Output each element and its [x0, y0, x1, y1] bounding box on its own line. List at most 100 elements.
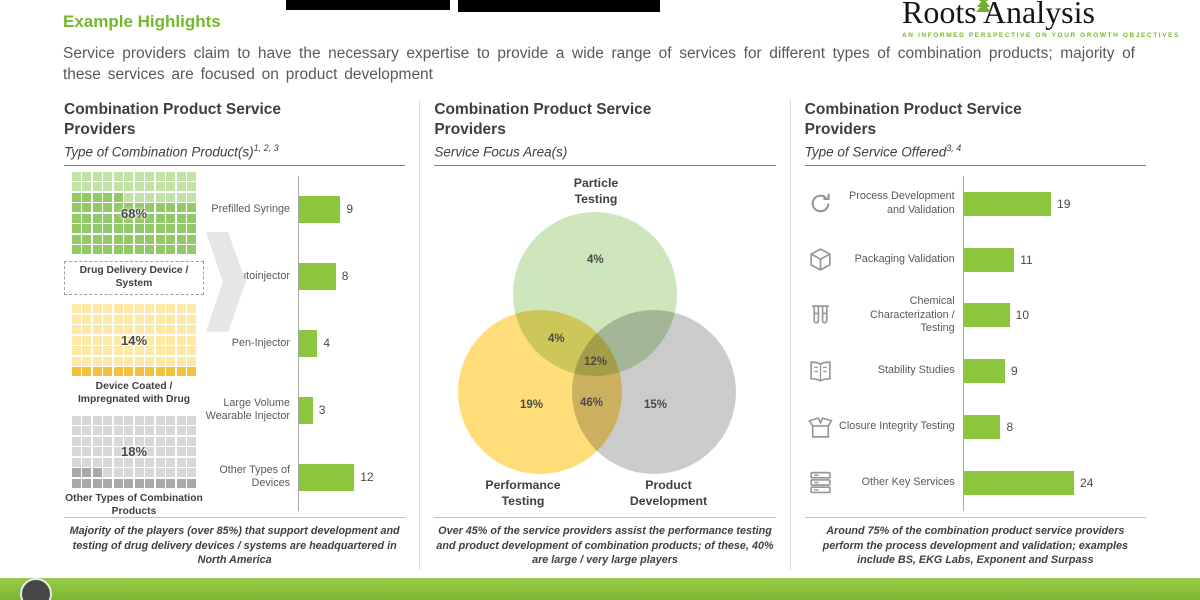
footnote-refs: 1, 2, 3: [253, 143, 279, 154]
footer-green-bar: [0, 578, 1200, 600]
slide-subtitle: Service providers claim to have the nece…: [63, 45, 1135, 84]
cropped-artifact-bar: [286, 0, 450, 10]
panel-subtitle-text: Type of Service Offered: [804, 144, 947, 160]
waffle-cell: [145, 367, 155, 376]
waffle-cell: [166, 468, 176, 478]
waffle-cell: [145, 213, 155, 223]
waffle-cell: [82, 203, 92, 213]
waffle-cell: [82, 234, 92, 244]
waffle-cell: [92, 182, 102, 192]
waffle-cell: [113, 192, 123, 202]
waffle-cell: [134, 234, 144, 244]
test-tubes-icon: [805, 303, 837, 328]
bar: [963, 191, 1052, 216]
waffle-cell: [103, 478, 113, 488]
waffle-cell: [82, 325, 92, 334]
logo-tagline: AN INFORMED PERSPECTIVE ON YOUR GROWTH O…: [902, 32, 1180, 39]
panel-heading: Combination Product Service Providers: [64, 101, 282, 139]
waffle-cell: [187, 224, 197, 234]
waffle-cell: [134, 457, 144, 467]
waffle-cell: [134, 415, 144, 425]
bar: [299, 463, 355, 491]
waffle-cell: [145, 426, 155, 436]
waffle-cell: [176, 447, 186, 457]
footnote-refs: 3, 4: [946, 143, 962, 154]
bar-value: 9: [1011, 364, 1018, 379]
services-bar-chart: Process Development and Validation 19 Pack…: [805, 172, 1146, 519]
waffle-cell: [155, 245, 165, 255]
waffle-cell: [103, 356, 113, 366]
waffle-cell: [92, 314, 102, 324]
waffle-cell: [92, 335, 102, 345]
waffle-cell: [134, 245, 144, 255]
bar-category-label: Other Types of Devices: [219, 463, 290, 490]
waffle-cell: [71, 367, 81, 376]
waffle-cell: [92, 346, 102, 355]
waffle-cell: [187, 367, 197, 376]
waffle-cell: [187, 335, 197, 345]
panel-heading: Combination Product Service Providers: [434, 101, 652, 139]
waffle-cell: [176, 367, 186, 376]
waffle-cell: [82, 335, 92, 345]
waffle-cell: [113, 314, 123, 324]
roots-analysis-logo: Roots Analysis AN INFORMED PERSPECTIVE O…: [902, 0, 1192, 39]
bar-row: Packaging Validation 11: [805, 231, 1146, 288]
waffle-cell: [166, 426, 176, 436]
waffle-cell: [92, 245, 102, 255]
waffle-cell: [92, 457, 102, 467]
waffle-cell: [82, 224, 92, 234]
waffle-cell: [134, 213, 144, 223]
waffle-cell: [155, 436, 165, 446]
waffle-percent-label: 14%: [120, 332, 148, 348]
waffle-cell: [134, 203, 144, 213]
waffle-cell: [124, 367, 134, 376]
waffle-cell: [166, 192, 176, 202]
waffle-cell: [166, 314, 176, 324]
waffle-cell: [103, 457, 113, 467]
waffle-cell: [155, 213, 165, 223]
open-book-icon: [805, 359, 837, 384]
panel-heading: Combination Product Service Providers: [804, 101, 1022, 139]
waffle-cell: [124, 468, 134, 478]
waffle-cell: [113, 304, 123, 313]
panel-caption: Around 75% of the combination product se…: [804, 517, 1146, 568]
waffle-cell: [134, 468, 144, 478]
bar-row: Closure Integrity Testing 8: [805, 399, 1146, 455]
waffle-cell: [134, 346, 144, 355]
waffle-cell: [145, 325, 155, 334]
waffle-cell: [124, 325, 134, 334]
waffle-cell: [155, 468, 165, 478]
waffle-cell: [113, 356, 123, 366]
waffle-cell: [71, 304, 81, 313]
bar-value: 4: [323, 336, 331, 351]
waffle-cell: [166, 346, 176, 355]
waffle-cell: [71, 457, 81, 467]
waffle-cell: [124, 224, 134, 234]
open-box-icon: [805, 415, 837, 440]
waffle-cell: [166, 415, 176, 425]
waffle-cell: [113, 203, 123, 213]
waffle-cell: [134, 304, 144, 313]
waffle-cell: [92, 304, 102, 313]
bar-value: 12: [360, 470, 374, 485]
waffle-cell: [113, 224, 123, 234]
bar-category-label: Process Development and Validation: [849, 190, 955, 216]
waffle-cell: [166, 182, 176, 192]
waffle-cell: [166, 478, 176, 488]
waffle-cell: [82, 314, 92, 324]
waffle-cell: [113, 245, 123, 255]
waffle-caption: Drug Delivery Device / System: [64, 261, 204, 295]
waffle-cell: [145, 203, 155, 213]
bar: [963, 247, 1015, 272]
bar-category-label: Packaging Validation: [854, 252, 955, 265]
waffle-cell: [187, 171, 197, 181]
waffle-cell: [155, 457, 165, 467]
waffle-cell: [82, 346, 92, 355]
bar-track: 19: [962, 175, 1146, 232]
waffle-cell: [187, 245, 197, 255]
cropped-artifact-bar: [458, 0, 660, 12]
waffle-cell: [82, 171, 92, 181]
waffle-cell: [124, 182, 134, 192]
waffle-cell: [103, 447, 113, 457]
